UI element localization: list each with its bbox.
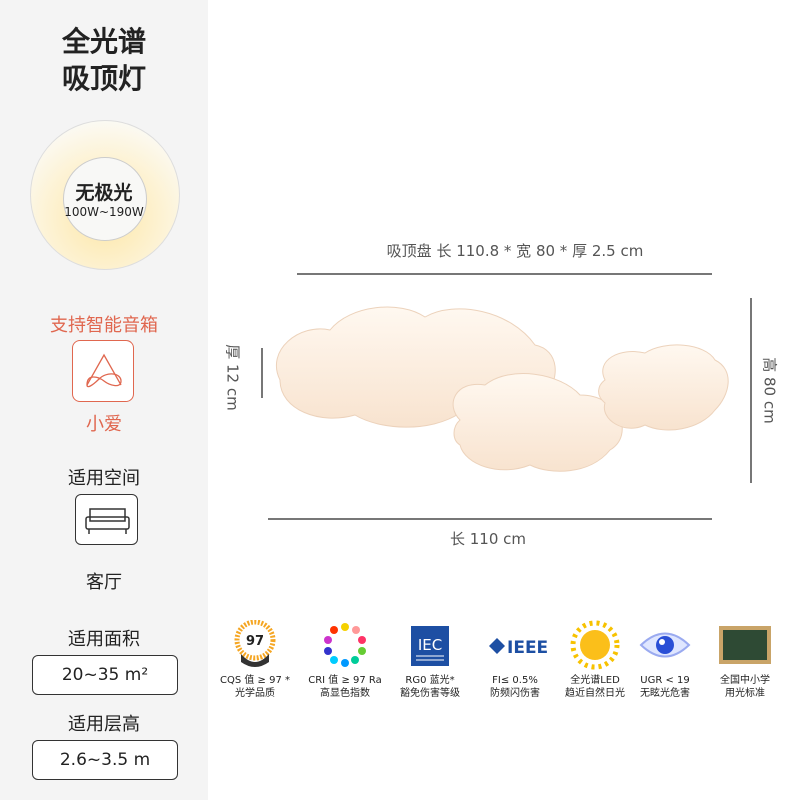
feature-line1: 全国中小学	[720, 675, 770, 686]
thickness-dimension-line	[261, 348, 263, 398]
feature-cqs: 97 CQS 值 ≥ 97 * 光学品质	[215, 620, 295, 700]
space-value: 客厅	[86, 572, 122, 593]
cloud-ceiling-light-image	[275, 306, 729, 472]
feature-line1: 全光谱LED	[570, 675, 620, 686]
thickness-dimension: 厚 12 cm	[223, 344, 242, 411]
color-dots-ring-icon	[324, 623, 366, 667]
feature-line2: 高显色指数	[320, 688, 370, 699]
feature-full-spectrum: 全光谱LED 趋近自然日光	[555, 620, 635, 700]
svg-text:97: 97	[246, 634, 264, 649]
length-dimension-line	[268, 518, 712, 520]
height-value: 2.6~3.5 m	[32, 740, 178, 780]
feature-ieee: IEEE FI≤ 0.5% 防频闪伤害	[475, 620, 555, 700]
product-title-line2: 吸顶灯	[61, 62, 146, 95]
feature-line1: CQS 值 ≥ 97 *	[219, 675, 291, 686]
space-heading: 适用空间	[68, 468, 140, 489]
feature-line1: RG0 蓝光*	[405, 675, 455, 686]
feature-iec: IEC RG0 蓝光* 豁免伤害等级	[390, 620, 470, 700]
light-ring-inner	[63, 157, 147, 241]
feature-line2: 豁免伤害等级	[400, 688, 460, 699]
height-dimension-line	[750, 298, 752, 483]
panel-dimensions: 吸顶盘 长 110.8 * 宽 80 * 厚 2.5 cm	[386, 242, 644, 260]
feature-school-standard: 全国中小学 用光标准	[705, 620, 785, 700]
light-label: 无极光	[75, 182, 133, 204]
smart-speaker-name: 小爱	[86, 414, 122, 435]
feature-line2: 用光标准	[725, 688, 765, 699]
height-dimension: 高 80 cm	[760, 357, 779, 424]
feature-ugr: UGR < 19 无眩光危害	[625, 620, 705, 700]
smart-speaker-heading: 支持智能音箱	[50, 315, 158, 336]
width-dimension-line	[297, 273, 712, 275]
feature-line1: FI≤ 0.5%	[492, 675, 538, 686]
eye-icon	[639, 632, 691, 658]
svg-text:IEC: IEC	[418, 636, 442, 654]
cqs-97-badge-icon: 97	[234, 620, 276, 667]
feature-line2: 防频闪伤害	[490, 688, 540, 699]
sun-icon	[570, 620, 620, 670]
product-title-line1: 全光谱	[61, 25, 146, 58]
feature-line2: 趋近自然日光	[565, 688, 625, 699]
ieee-logo-icon: IEEE	[489, 638, 548, 658]
area-value: 20~35 m²	[32, 655, 178, 695]
feature-line1: UGR < 19	[640, 675, 690, 686]
xiaoai-logo-icon	[72, 340, 134, 402]
iec-logo-icon: IEC	[411, 626, 449, 666]
feature-line2: 光学品质	[235, 688, 275, 699]
feature-cri: CRI 值 ≥ 97 Ra 高显色指数	[305, 620, 385, 700]
blackboard-icon	[719, 626, 771, 664]
sofa-icon	[75, 494, 138, 545]
height-heading: 适用层高	[68, 714, 140, 735]
area-heading: 适用面积	[68, 629, 140, 650]
feature-line2: 无眩光危害	[640, 688, 690, 699]
feature-line1: CRI 值 ≥ 97 Ra	[308, 675, 382, 686]
power-range: 100W~190W	[64, 205, 144, 219]
length-dimension: 长 110 cm	[449, 530, 527, 548]
svg-text:IEEE: IEEE	[507, 638, 548, 658]
